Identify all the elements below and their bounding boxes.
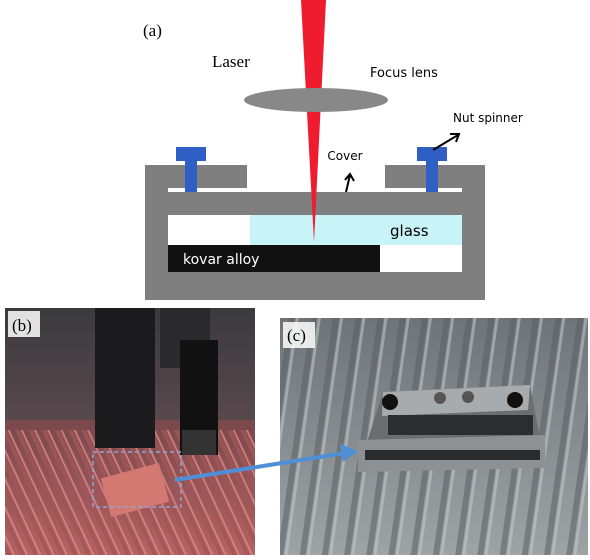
laser-label: Laser [212,52,250,71]
glass [250,215,462,245]
figure: (a) Laser Focus lens Nut spinner Cover p… [0,0,590,560]
page: {"panels": { "a": {"label": "(a)", "lase… [0,0,590,560]
panel-label: (a) [143,21,162,40]
panel-a: (a) Laser Focus lens Nut spinner Cover p… [143,0,523,300]
spacer [168,215,250,245]
focus-lens [244,88,388,112]
panel-b: (b) [5,308,255,555]
panel-label: (b) [12,316,32,335]
panel-c: (c) [280,318,588,555]
glass-label: glass [390,222,429,240]
stage [95,308,155,448]
lens-label: Focus lens [370,66,438,81]
nut-label: Nut spinner [453,111,523,125]
kovar-label: kovar alloy [183,252,259,268]
spacer [380,245,462,272]
panel-label: (c) [287,326,306,345]
